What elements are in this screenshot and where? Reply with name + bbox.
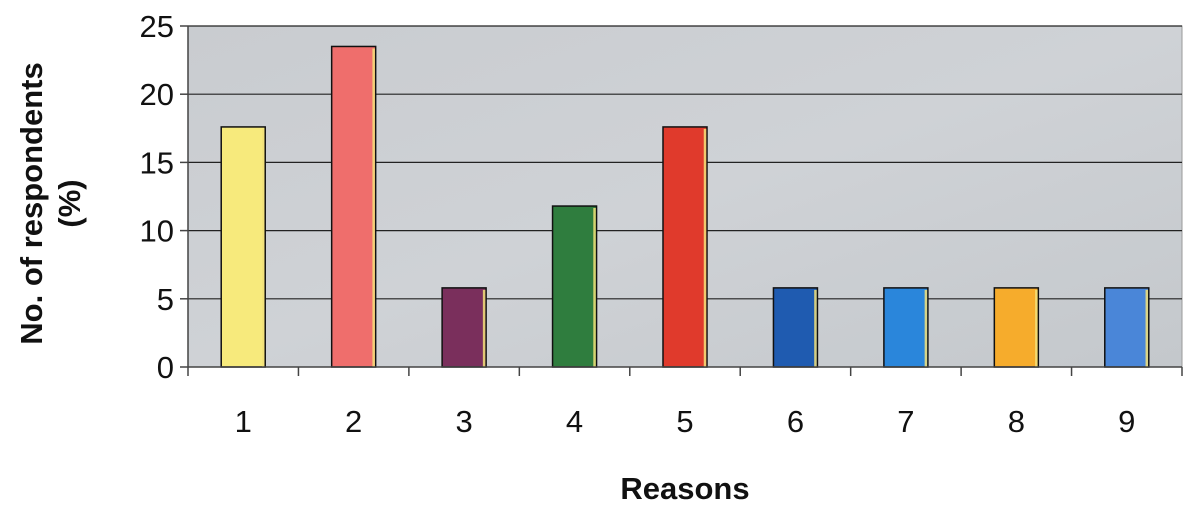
y-tick-label: 25 [140, 9, 174, 44]
bar [551, 205, 598, 368]
bars [220, 45, 1150, 368]
bar [441, 287, 487, 368]
y-tick-label: 0 [157, 350, 174, 385]
axes [180, 25, 1183, 376]
x-tick-label: 3 [455, 404, 472, 439]
x-tick-label: 9 [1118, 404, 1135, 439]
y-tick-label: 10 [140, 214, 174, 249]
y-axis-title: No. of respondents(%) [14, 62, 87, 344]
y-tick-label: 5 [157, 282, 174, 317]
y-tick-labels: 0 5 10 15 20 25 [140, 9, 174, 385]
bar [993, 287, 1040, 368]
x-tick-label: 7 [897, 404, 914, 439]
x-tick-label: 2 [345, 404, 362, 439]
x-axis-title: Reasons [620, 471, 749, 506]
x-tick-labels: 1 2 3 4 5 6 7 8 9 [235, 404, 1136, 439]
x-tick-label: 4 [566, 404, 583, 439]
y-axis-title-line: (%) [52, 179, 87, 227]
x-tick-label: 1 [235, 404, 252, 439]
bar [220, 126, 266, 368]
bar [662, 126, 708, 368]
bar [1104, 287, 1150, 368]
x-tick-label: 6 [787, 404, 804, 439]
y-tick-label: 20 [140, 77, 174, 112]
bar [772, 287, 819, 368]
x-tick-label: 8 [1008, 404, 1025, 439]
y-axis-title-line: No. of respondents [14, 62, 49, 344]
y-tick-label: 15 [140, 145, 174, 180]
bar [883, 287, 929, 368]
bar [330, 45, 377, 368]
x-tick-label: 5 [676, 404, 693, 439]
